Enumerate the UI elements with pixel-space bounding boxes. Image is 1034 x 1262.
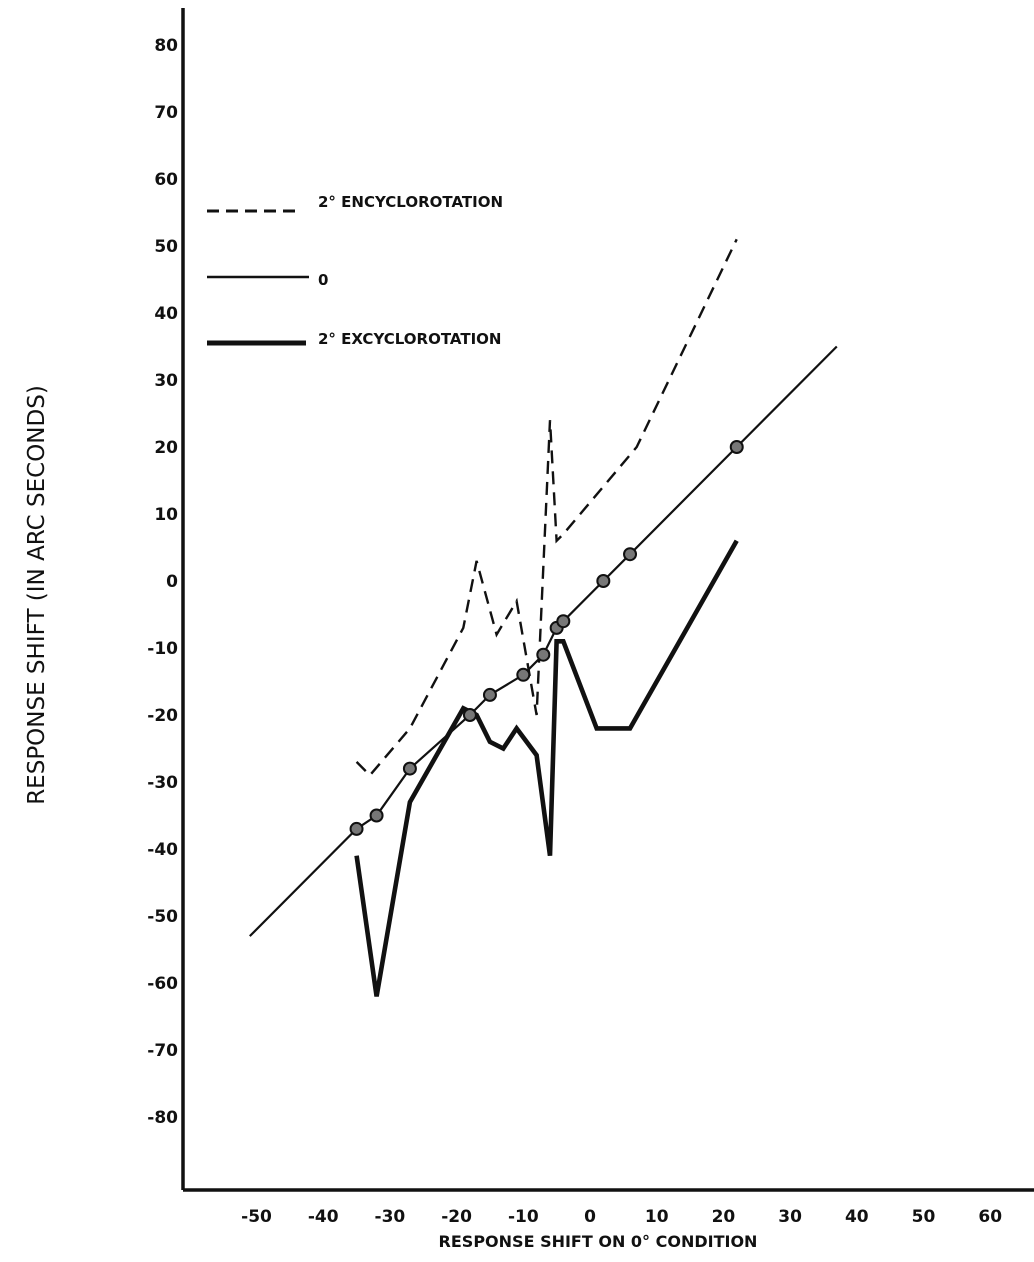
data-point-marker xyxy=(516,667,531,682)
data-point-marker xyxy=(402,761,417,776)
data-point-marker xyxy=(482,687,497,702)
y-tick-label: 0 xyxy=(166,572,178,592)
y-tick-label: 60 xyxy=(154,170,178,190)
y-tick-label: 10 xyxy=(154,505,178,525)
y-axis-title: RESPONSE SHIFT (IN ARC SECONDS) xyxy=(24,385,50,805)
marker-layer xyxy=(349,440,744,836)
y-tick-label: -70 xyxy=(147,1041,178,1061)
y-tick-label: 40 xyxy=(154,304,178,324)
x-tick-label: 20 xyxy=(712,1207,736,1227)
x-tick-labels: -50 -40 -30 -20 -10 0 10 20 30 40 50 60 xyxy=(241,1207,1002,1227)
data-point-marker xyxy=(536,647,551,662)
x-axis-title: RESPONSE SHIFT ON 0° CONDITION xyxy=(439,1232,758,1251)
y-tick-labels: 80 70 60 50 40 30 20 10 0 -10 -20 -30 -40 -50 -60 -70 -8… xyxy=(147,36,178,1128)
x-tick-label: 40 xyxy=(845,1207,869,1227)
x-tick-label: 50 xyxy=(912,1207,936,1227)
y-tick-label: -60 xyxy=(147,974,178,994)
series-line-0 xyxy=(355,238,738,778)
y-tick-label: 50 xyxy=(154,237,178,257)
data-point-marker xyxy=(556,614,571,629)
y-tick-label: -80 xyxy=(147,1108,178,1128)
x-tick-label: 0 xyxy=(584,1207,596,1227)
data-point-marker xyxy=(462,708,477,722)
data-point-marker xyxy=(623,547,638,562)
legend-label-excyclorotation: 2° EXCYCLOROTATION xyxy=(318,330,502,348)
x-tick-label: 60 xyxy=(978,1207,1002,1227)
legend-label-encyclorotation: 2° ENCYCLOROTATION xyxy=(318,193,503,211)
y-tick-label: 70 xyxy=(154,103,178,123)
y-tick-label: -10 xyxy=(147,639,178,659)
data-point-marker xyxy=(596,574,611,588)
data-point-marker xyxy=(349,821,364,836)
y-tick-label: -20 xyxy=(147,706,178,726)
series-line-2 xyxy=(354,539,739,997)
series-line-1 xyxy=(249,345,838,937)
y-tick-label: -40 xyxy=(147,840,178,860)
y-tick-label: 20 xyxy=(154,438,178,458)
legend: 2° ENCYCLOROTATION 0 2° EXCYCLOROTATION xyxy=(207,193,503,348)
x-tick-label: 30 xyxy=(778,1207,802,1227)
legend-label-zero: 0 xyxy=(318,271,328,289)
x-tick-label: 10 xyxy=(645,1207,669,1227)
y-tick-label: -50 xyxy=(147,907,178,927)
y-tick-label: 30 xyxy=(154,371,178,391)
x-tick-label: -30 xyxy=(375,1207,406,1227)
x-tick-label: -40 xyxy=(308,1207,339,1227)
y-tick-label: -30 xyxy=(147,773,178,793)
x-tick-label: -10 xyxy=(508,1207,539,1227)
data-point-marker xyxy=(369,808,384,823)
data-point-marker xyxy=(729,440,744,454)
x-tick-label: -20 xyxy=(441,1207,472,1227)
y-tick-label: 80 xyxy=(154,36,178,56)
plot-area: 80 70 60 50 40 30 20 10 0 -10 -20 -30 -40 -50 -60 -70 -8… xyxy=(147,8,1034,1227)
series-layer xyxy=(249,238,838,997)
x-tick-label: -50 xyxy=(241,1207,272,1227)
